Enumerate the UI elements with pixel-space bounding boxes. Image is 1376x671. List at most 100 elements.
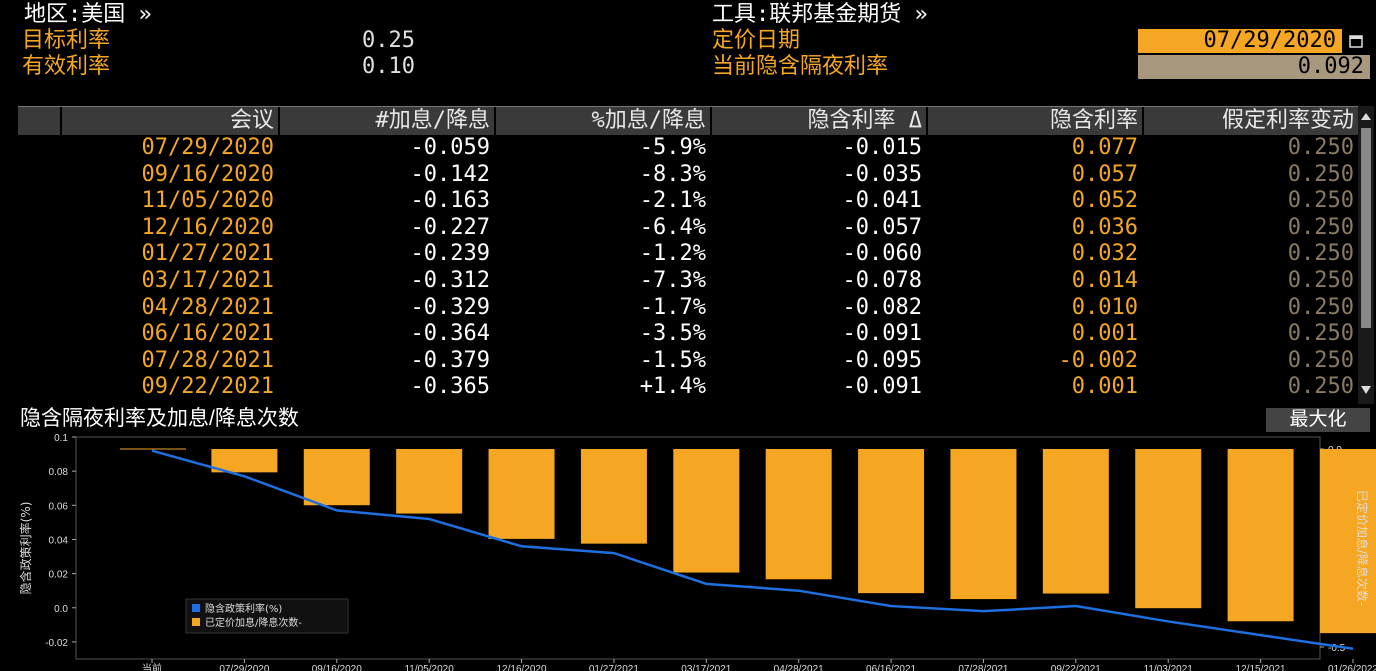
implied-rate-delta-cell: -0.095 (842, 347, 922, 373)
table-row[interactable]: 01/27/2021 -0.239 -1.2% -0.060 0.032 0.250 (18, 241, 1358, 267)
hikes-cuts-count-cell: -0.163 (410, 188, 490, 214)
hikes-cuts-count-cell: -0.329 (410, 294, 490, 320)
implied-rate-cell: 0.001 (1071, 374, 1138, 400)
table-row[interactable]: 03/17/2021 -0.312 -7.3% -0.078 0.014 0.250 (18, 268, 1358, 294)
maximize-button[interactable]: 最大化 (1266, 408, 1370, 432)
assumed-rate-move-cell: 0.250 (1287, 241, 1354, 267)
meeting-date-cell: 01/27/2021 (141, 241, 274, 267)
implied-rate-delta-cell: -0.015 (842, 135, 922, 160)
col-header-implied-rate[interactable]: 隐含利率 (928, 107, 1142, 135)
hikes-cuts-count-cell: -0.365 (410, 374, 490, 400)
implied-rate-delta-cell: -0.057 (842, 214, 922, 240)
hikes-cuts-count-cell: -0.379 (410, 347, 490, 373)
y-tick-label: 0.1 (54, 433, 68, 444)
instrument-selector[interactable]: 工具:联邦基金期货 » (712, 2, 928, 27)
bar (765, 449, 832, 580)
implied-rate-cell: -0.002 (1058, 347, 1138, 373)
hikes-cuts-pct-cell: -2.1% (639, 188, 706, 214)
hikes-cuts-pct-cell: -1.5% (639, 347, 706, 373)
hikes-cuts-pct-cell: -5.9% (639, 135, 706, 160)
bar (1319, 449, 1376, 634)
implied-rate-delta-cell: -0.091 (842, 374, 922, 400)
x-tick-label: 12/15/2021 (1236, 664, 1286, 671)
implied-rate-delta-cell: -0.035 (842, 161, 922, 187)
bar (211, 449, 278, 473)
col-header-hikes-cuts-pct[interactable]: %加息/降息 (496, 107, 710, 135)
implied-overnight-value: 0.092 (1138, 55, 1370, 79)
legend-label: 隐含政策利率(%) (205, 602, 282, 615)
assumed-rate-move-cell: 0.250 (1287, 347, 1354, 373)
hikes-cuts-pct-cell: +1.4% (639, 374, 706, 400)
y-tick-label: 0.02 (49, 570, 69, 581)
table-row[interactable]: 12/16/2020 -0.227 -6.4% -0.057 0.036 0.250 (18, 215, 1358, 241)
x-tick-label: 12/16/2020 (497, 664, 547, 671)
table-row[interactable]: 07/29/2020 -0.059 -5.9% -0.015 0.077 0.250 (18, 135, 1358, 161)
hikes-cuts-count-cell: -0.059 (410, 135, 490, 160)
y2-axis-label: 已定价加息/降息次数- (1355, 490, 1370, 606)
chart-title: 隐含隔夜利率及加息/降息次数 (20, 407, 299, 430)
assumed-rate-move-cell: 0.250 (1287, 188, 1354, 214)
assumed-rate-move-cell: 0.250 (1287, 214, 1354, 240)
assumed-rate-move-cell: 0.250 (1287, 135, 1354, 160)
table-scrollbar[interactable] (1358, 106, 1374, 404)
meeting-date-cell: 07/29/2020 (141, 135, 274, 160)
implied-rate-delta-cell: -0.060 (842, 241, 922, 267)
hikes-cuts-count-cell: -0.239 (410, 241, 490, 267)
effective-rate-label: 有效利率 (22, 54, 111, 79)
hikes-cuts-pct-cell: -6.4% (639, 214, 706, 240)
bar (1042, 449, 1109, 594)
x-tick-label: 01/26/2022 (1328, 664, 1376, 671)
hikes-cuts-count-cell: -0.312 (410, 268, 490, 293)
col-header-implied-rate-delta[interactable]: 隐含利率 Δ (712, 107, 926, 135)
x-tick-label: 11/05/2020 (404, 664, 454, 671)
assumed-rate-move-cell: 0.250 (1287, 294, 1354, 320)
col-header-assumed-rate-move[interactable]: 假定利率变动 (1144, 107, 1358, 135)
calendar-icon[interactable] (1344, 29, 1368, 53)
table-row[interactable]: 09/16/2020 -0.142 -8.3% -0.035 0.057 0.250 (18, 162, 1358, 188)
bar (858, 449, 925, 594)
table-row[interactable]: 07/28/2021 -0.379 -1.5% -0.095 -0.002 0.250 (18, 348, 1358, 374)
x-tick-label: 当前 (142, 662, 162, 671)
implied-rate-cell: 0.014 (1071, 268, 1138, 293)
table-row[interactable]: 06/16/2021 -0.364 -3.5% -0.091 0.001 0.250 (18, 321, 1358, 347)
meeting-date-cell: 12/16/2020 (141, 214, 274, 240)
bar (303, 449, 370, 506)
meeting-date-cell: 09/22/2021 (141, 374, 274, 400)
assumed-rate-move-cell: 0.250 (1287, 374, 1354, 400)
assumed-rate-move-cell: 0.250 (1287, 321, 1354, 347)
x-tick-label: 06/16/2021 (866, 664, 916, 671)
col-header-hikes-cuts-count[interactable]: #加息/降息 (280, 107, 494, 135)
col-header-meeting[interactable]: 会议 (62, 107, 278, 135)
meetings-table: 会议 #加息/降息 %加息/降息 隐含利率 Δ 隐含利率 假定利率变动 07/2… (18, 106, 1358, 405)
region-selector[interactable]: 地区:美国 » (24, 2, 152, 27)
x-tick-label: 04/28/2021 (774, 664, 824, 671)
bar (1227, 449, 1294, 622)
y2-tick-label: -0.5 (1328, 643, 1346, 654)
hikes-cuts-pct-cell: -3.5% (639, 321, 706, 347)
table-row[interactable]: 11/05/2020 -0.163 -2.1% -0.041 0.052 0.250 (18, 188, 1358, 214)
pricing-date-input[interactable]: 07/29/2020 (1138, 29, 1342, 53)
implied-rate-cell: 0.052 (1071, 188, 1138, 214)
table-row[interactable]: 04/28/2021 -0.329 -1.7% -0.082 0.010 0.250 (18, 295, 1358, 321)
bar (1135, 449, 1202, 609)
implied-rate-line (151, 449, 1354, 650)
pricing-date-label: 定价日期 (712, 28, 801, 53)
x-tick-label: 11/03/2021 (1144, 664, 1194, 671)
bar (950, 449, 1017, 600)
target-rate-label: 目标利率 (22, 28, 111, 53)
x-tick-label: 09/22/2021 (1051, 664, 1101, 671)
bar (396, 449, 463, 514)
legend-box (185, 598, 349, 634)
x-tick-label: 07/29/2020 (219, 664, 269, 671)
y-tick-label: 0.0 (54, 604, 68, 615)
implied-rate-cell: 0.036 (1071, 214, 1138, 240)
meeting-date-cell: 11/05/2020 (141, 188, 274, 214)
y-tick-label: -0.02 (45, 638, 68, 649)
rate-chart: 0.10.080.060.040.020.0-0.020.0-0.1-0.2-0… (0, 432, 1376, 671)
meeting-date-cell: 09/16/2020 (141, 161, 274, 187)
hikes-cuts-count-cell: -0.227 (410, 214, 490, 240)
hikes-cuts-pct-cell: -7.3% (639, 268, 706, 293)
hikes-cuts-count-cell: -0.364 (410, 321, 490, 347)
table-row[interactable]: 09/22/2021 -0.365 +1.4% -0.091 0.001 0.250 (18, 374, 1358, 400)
implied-overnight-label: 当前隐含隔夜利率 (712, 54, 889, 79)
